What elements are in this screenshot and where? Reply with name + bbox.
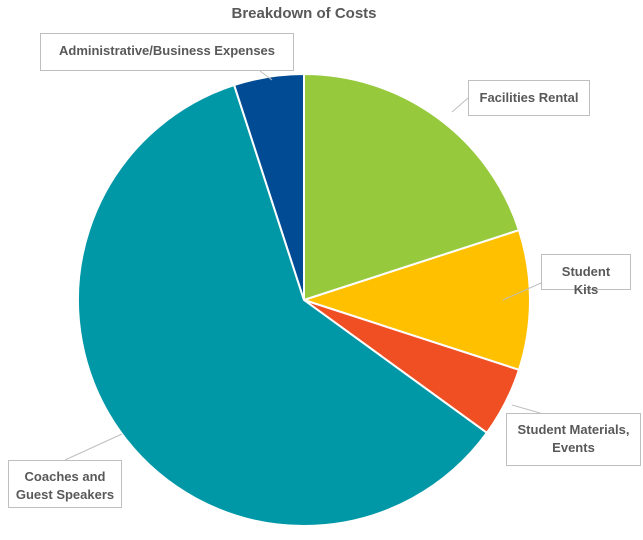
slice-label: Coaches and Guest Speakers (8, 460, 122, 508)
leader-line (511, 404, 541, 414)
leader-line (259, 70, 273, 81)
pie-slice (232, 72, 305, 301)
leader-line (451, 97, 469, 113)
leader-line (64, 433, 123, 461)
slice-label: Facilities Rental (468, 80, 590, 116)
pie-slice (303, 72, 521, 302)
pie-slice (300, 228, 531, 372)
slice-label: Student Materials, Events (506, 413, 641, 466)
chart-title: Breakdown of Costs (231, 5, 376, 22)
slice-label: Administrative/Business Expenses (40, 33, 294, 71)
pie-slice (77, 83, 489, 527)
leader-line (502, 282, 542, 301)
slice-label: Student Kits (541, 254, 631, 297)
